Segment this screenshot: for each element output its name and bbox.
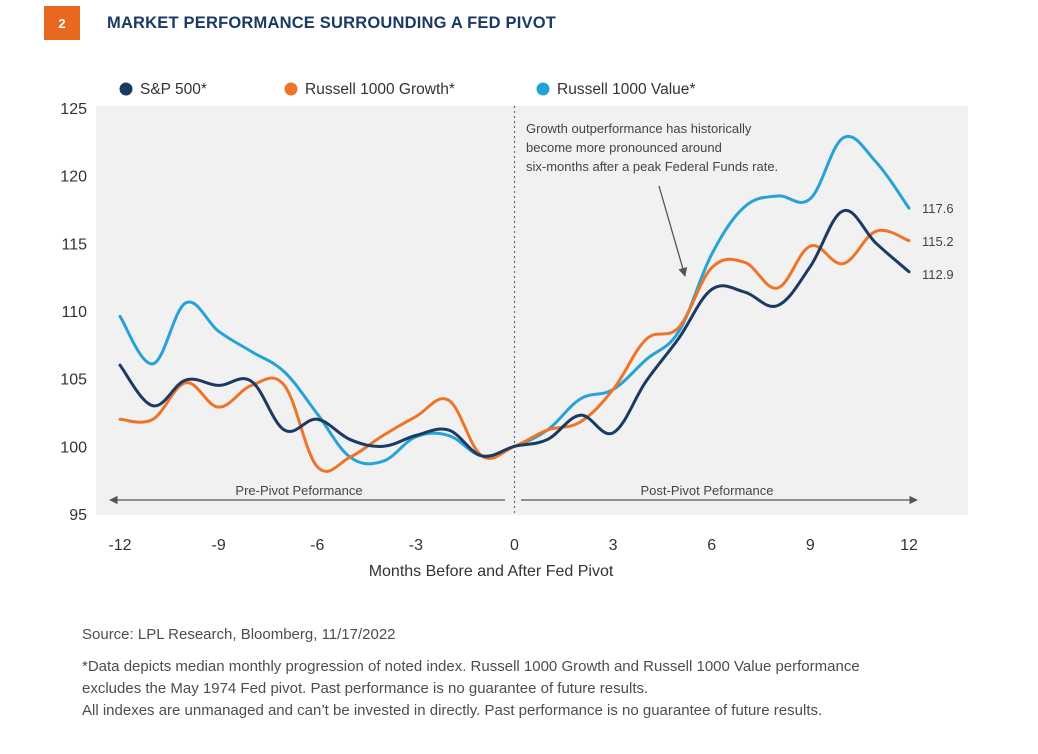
- legend-label-growth: Russell 1000 Growth*: [305, 81, 455, 98]
- callout-line-3: six-months after a peak Federal Funds ra…: [526, 159, 778, 174]
- x-axis: -12 -9 -6 -3 0 3 6 9 12: [108, 537, 918, 554]
- chart-title: MARKET PERFORMANCE SURROUNDING A FED PIV…: [107, 13, 557, 32]
- legend-label-sp500: S&P 500*: [140, 81, 207, 98]
- y-tick-label: 95: [69, 507, 87, 524]
- y-tick-label: 115: [61, 236, 87, 253]
- x-tick-label: 3: [609, 537, 618, 554]
- end-label-sp500: 112.9: [922, 267, 954, 282]
- chart-footer: Source: LPL Research, Bloomberg, 11/17/2…: [82, 624, 982, 722]
- legend-marker-growth: [284, 82, 298, 96]
- end-label-growth: 115.2: [922, 234, 954, 249]
- y-tick-label: 120: [60, 169, 87, 186]
- y-tick-label: 105: [60, 372, 87, 389]
- y-tick-label: 100: [60, 439, 87, 456]
- pre-pivot-label: Pre-Pivot Peformance: [235, 483, 362, 498]
- source-note: Source: LPL Research, Bloomberg, 11/17/2…: [82, 626, 396, 643]
- line-chart: 95 100 105 110 115 120 125 -12 -9 -6 -3 0 3 6 9 12 Mon…: [60, 81, 968, 580]
- footnote-line-3: All indexes are unmanaged and can’t be i…: [82, 702, 823, 719]
- x-tick-label: 6: [707, 537, 716, 554]
- legend-label-value: Russell 1000 Value*: [557, 81, 695, 98]
- callout-line-1: Growth outperformance has historically: [526, 121, 752, 136]
- footnote-line-1: *Data depicts median monthly progression…: [82, 658, 860, 675]
- legend: S&P 500* Russell 1000 Growth* Russell 10…: [119, 81, 695, 98]
- x-tick-label: -9: [212, 537, 226, 554]
- callout-line-2: become more pronounced around: [526, 140, 722, 155]
- series-line-sp500: [118, 209, 911, 458]
- y-tick-label: 125: [60, 101, 87, 118]
- x-tick-label: 12: [900, 537, 918, 554]
- x-axis-label: Months Before and After Fed Pivot: [369, 563, 614, 580]
- footnote-line-2: excludes the May 1974 Fed pivot. Past pe…: [82, 680, 649, 697]
- legend-marker-value: [536, 82, 550, 96]
- y-tick-label: 110: [61, 304, 87, 321]
- x-tick-label: -12: [108, 537, 131, 554]
- post-pivot-label: Post-Pivot Peformance: [641, 483, 774, 498]
- legend-marker-sp500: [119, 82, 133, 96]
- y-axis: 95 100 105 110 115 120 125: [60, 101, 87, 524]
- callout-arrow: [658, 185, 688, 277]
- x-tick-label: -3: [409, 537, 423, 554]
- series-group: [118, 134, 911, 473]
- callout-text: Growth outperformance has historically b…: [526, 121, 778, 174]
- x-tick-label: 0: [510, 537, 519, 554]
- x-tick-label: 9: [806, 537, 815, 554]
- x-tick-label: -6: [310, 537, 324, 554]
- chart-number-badge: 2: [44, 6, 80, 40]
- end-label-value: 117.6: [922, 201, 954, 216]
- chart-header: 2 MARKET PERFORMANCE SURROUNDING A FED P…: [44, 6, 556, 40]
